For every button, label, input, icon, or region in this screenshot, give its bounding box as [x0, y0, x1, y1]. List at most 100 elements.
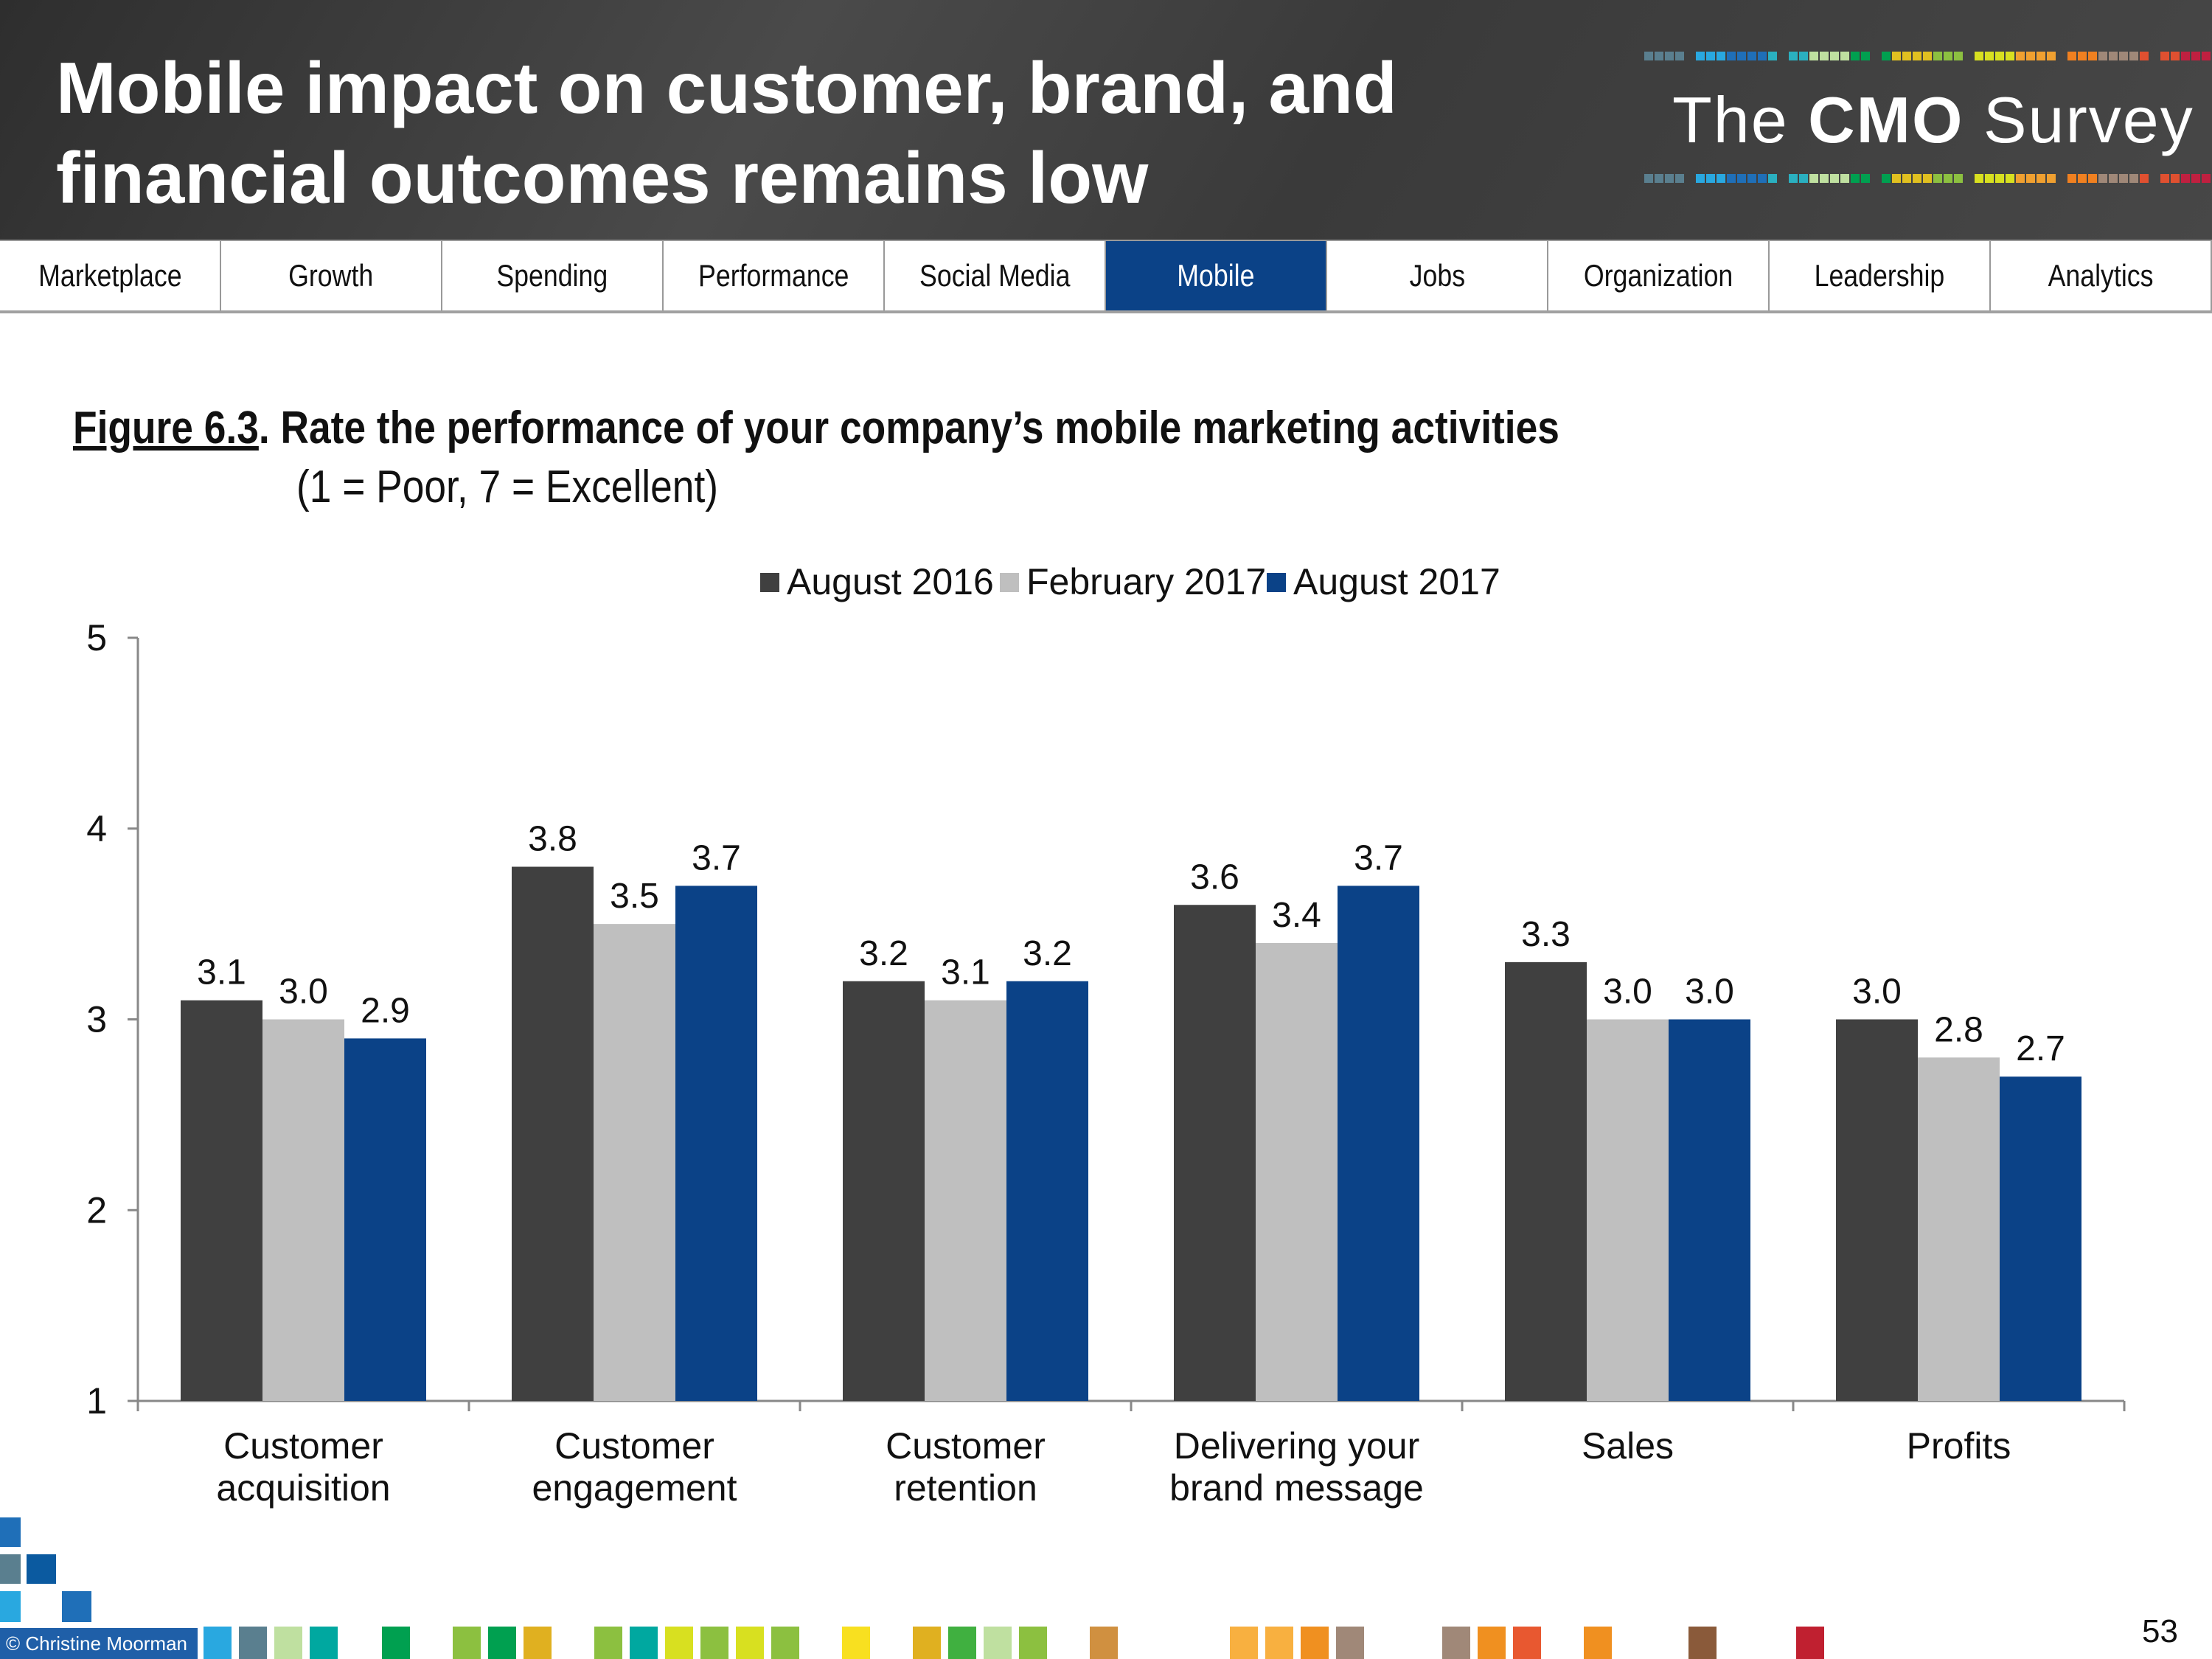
logo-pixel [2037, 174, 2045, 183]
nav-tab-label: Jobs [1409, 258, 1465, 293]
logo-pixel [1944, 174, 1952, 183]
nav-tab-organization[interactable]: Organization [1548, 241, 1770, 310]
logo-pixel [2006, 52, 2014, 60]
nav-tab-leadership[interactable]: Leadership [1770, 241, 1991, 310]
y-tick-label: 5 [86, 617, 107, 658]
page-title: Mobile impact on customer, brand, and fi… [56, 47, 1397, 218]
footer-strip [1442, 1627, 1470, 1659]
nav-tab-label: Leadership [1814, 258, 1945, 293]
logo-pixel [2098, 174, 2107, 183]
y-tick-label: 3 [86, 999, 107, 1040]
nav-tab-analytics[interactable]: Analytics [1991, 241, 2212, 310]
header-banner: Mobile impact on customer, brand, and fi… [0, 0, 2212, 240]
bar-february-2017 [1256, 943, 1338, 1401]
nav-tab-label: Mobile [1177, 258, 1255, 293]
bar-february-2017 [925, 1000, 1006, 1401]
figure-number: Figure 6.3 [73, 403, 259, 453]
x-category-label: Customer [223, 1425, 383, 1467]
logo-pixel [1954, 174, 1963, 183]
x-category-label: engagement [532, 1467, 737, 1509]
deco-square [62, 1591, 91, 1622]
logo-pixel [1665, 174, 1674, 183]
data-label: 3.1 [197, 953, 246, 992]
logo-pixel [1954, 52, 1963, 60]
logo-pixel [1706, 174, 1715, 183]
logo-pixel [2026, 52, 2035, 60]
logo-pixel [1747, 174, 1756, 183]
logo-pixel [2098, 52, 2107, 60]
logo-pixel [1820, 52, 1829, 60]
logo-pixel [1789, 52, 1798, 60]
deco-square [0, 1591, 21, 1622]
logo-pixel [1933, 52, 1942, 60]
nav-tab-mobile[interactable]: Mobile [1106, 241, 1327, 310]
logo-pixel [1830, 52, 1839, 60]
bar-february-2017 [1918, 1057, 2000, 1401]
logo-pixel [1717, 174, 1725, 183]
x-category-label: Customer [886, 1425, 1046, 1467]
logo-the: The [1672, 83, 1789, 156]
nav-tab-label: Organization [1583, 258, 1733, 293]
bar-august-2017 [1006, 981, 1088, 1401]
logo-pixel [1644, 52, 1653, 60]
nav-tab-jobs[interactable]: Jobs [1327, 241, 1548, 310]
logo-pixel [2016, 174, 2025, 183]
nav-tab-label: Marketplace [38, 258, 182, 293]
logo-pixel [2067, 52, 2076, 60]
logo-cmo: CMO [1808, 83, 1964, 156]
bar-august-2017 [2000, 1077, 2081, 1401]
logo-pixel [1923, 52, 1932, 60]
logo-pixel [2191, 52, 2200, 60]
footer-strip [913, 1627, 941, 1659]
logo-pixel [1902, 52, 1911, 60]
footer-strip [700, 1627, 728, 1659]
logo-pixel-row-top [1644, 52, 2212, 60]
logo-pixel [1861, 174, 1870, 183]
nav-tab-performance[interactable]: Performance [664, 241, 885, 310]
figure-title: Figure 6.3. Rate the performance of your… [73, 402, 1559, 454]
logo-pixel [2006, 174, 2014, 183]
logo-pixel [2129, 174, 2138, 183]
data-label: 3.7 [1354, 838, 1403, 877]
footer-strip [274, 1627, 302, 1659]
data-label: 3.2 [859, 934, 908, 973]
data-label: 3.0 [1852, 973, 1902, 1012]
nav-tab-label: Performance [698, 258, 849, 293]
data-label: 3.2 [1023, 934, 1072, 973]
logo-pixel [2191, 174, 2200, 183]
bar-february-2017 [1587, 1019, 1669, 1401]
logo-pixel-row-bottom [1644, 174, 2212, 183]
footer-strip [1090, 1627, 1118, 1659]
logo-pixel [1696, 52, 1705, 60]
logo-pixel [1758, 174, 1767, 183]
x-category-label: retention [894, 1467, 1037, 1509]
figure-subtitle: (1 = Poor, 7 = Excellent) [296, 462, 719, 512]
logo-pixel [1799, 52, 1808, 60]
logo-pixel [2140, 174, 2149, 183]
nav-tab-label: Analytics [2048, 258, 2154, 293]
logo-pixel [2181, 174, 2190, 183]
x-category-label: Customer [554, 1425, 714, 1467]
footer-strip [1336, 1627, 1364, 1659]
nav-tab-marketplace[interactable]: Marketplace [0, 241, 221, 310]
bar-august-2016 [1174, 905, 1256, 1401]
nav-tab-social-media[interactable]: Social Media [885, 241, 1106, 310]
logo-pixel [1820, 174, 1829, 183]
footer-strip [594, 1627, 622, 1659]
data-label: 3.0 [279, 973, 328, 1012]
figure-title-text: . Rate the performance of your company’s… [258, 403, 1559, 453]
logo-pixel [1644, 174, 1653, 183]
nav-tab-spending[interactable]: Spending [442, 241, 664, 310]
legend-label: February 2017 [1026, 561, 1266, 602]
nav-tab-growth[interactable]: Growth [221, 241, 442, 310]
nav-tab-label: Growth [288, 258, 374, 293]
footer-strip [382, 1627, 410, 1659]
logo-pixel [2140, 52, 2149, 60]
logo-pixel [1655, 52, 1663, 60]
data-label: 2.9 [361, 991, 410, 1030]
logo-pixel [1902, 174, 1911, 183]
logo-pixel [2171, 52, 2180, 60]
data-label: 2.7 [2016, 1029, 2065, 1068]
y-tick-label: 4 [86, 808, 107, 849]
logo-pixel [2088, 174, 2097, 183]
